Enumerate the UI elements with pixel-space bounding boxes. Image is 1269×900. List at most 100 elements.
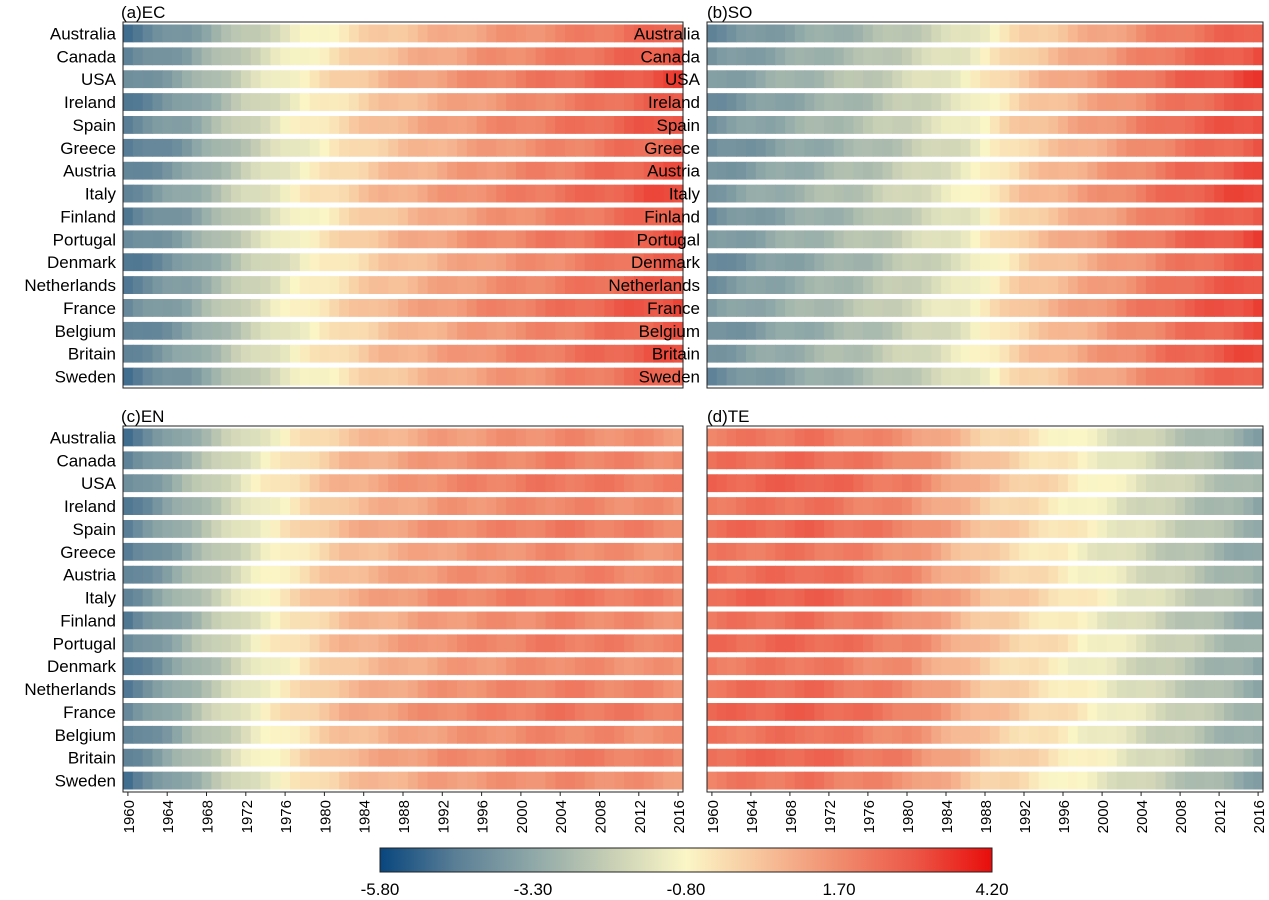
heat-cell — [348, 748, 360, 767]
heat-cell — [181, 321, 193, 340]
panel-border — [706, 21, 1264, 389]
heat-cell — [633, 428, 645, 447]
heat-cell — [1019, 771, 1030, 790]
heat-cell — [960, 253, 971, 272]
heat-cell — [633, 703, 645, 721]
heat-cell — [604, 253, 615, 272]
heat-cell — [594, 93, 605, 111]
heat-cell — [643, 184, 655, 203]
heat-cell — [319, 276, 330, 294]
heat-cell — [604, 299, 615, 317]
heat-cell — [437, 207, 448, 226]
heat-cell — [833, 344, 845, 363]
heat-cell — [407, 542, 419, 561]
heat-cell — [775, 680, 786, 698]
heat-cell — [814, 611, 825, 630]
heat-cell — [1009, 451, 1020, 470]
heat-cell — [211, 253, 222, 272]
heat-cell — [309, 344, 321, 363]
heat-cell — [231, 70, 242, 89]
heat-cell — [1184, 565, 1196, 584]
heat-cell — [707, 657, 718, 676]
heat-cell — [941, 24, 952, 43]
heat-cell — [142, 725, 154, 744]
heat-cell — [515, 474, 527, 493]
heat-cell — [260, 611, 271, 630]
heat-cell — [1028, 703, 1040, 721]
heat-cell — [1145, 116, 1157, 134]
heat-cell — [1214, 276, 1225, 294]
heat-cell — [584, 520, 596, 538]
country-label: France — [63, 299, 116, 318]
heat-cell — [427, 161, 438, 180]
heat-cell — [785, 276, 796, 294]
heat-cell — [358, 253, 370, 272]
heat-cell — [506, 367, 517, 386]
heat-cell — [902, 428, 913, 447]
heat-cell — [1194, 497, 1206, 515]
heat-cell — [1223, 161, 1235, 180]
heat-cell — [427, 588, 438, 607]
heat-cell — [1097, 657, 1108, 676]
heat-cell — [240, 93, 252, 111]
heat-cell — [486, 520, 497, 538]
heat-cell — [221, 611, 232, 630]
heat-cell — [1038, 276, 1049, 294]
heat-cell — [525, 70, 537, 89]
heat-cell — [1126, 428, 1137, 447]
heat-cell — [921, 542, 932, 561]
heat-cell — [358, 70, 370, 89]
heat-cell — [132, 474, 144, 493]
heat-cell — [1165, 451, 1176, 470]
heat-cell — [447, 680, 458, 698]
heat-cell — [843, 344, 854, 363]
heat-cell — [437, 93, 448, 111]
heat-cell — [941, 230, 952, 249]
heat-cell — [1184, 588, 1196, 607]
heat-cell — [1067, 451, 1079, 470]
heat-cell — [417, 253, 429, 272]
heat-cell — [1077, 748, 1089, 767]
heat-cell — [584, 344, 596, 363]
heat-cell — [833, 299, 845, 317]
heat-cell — [663, 588, 674, 607]
heat-cell — [921, 299, 932, 317]
heat-cell — [378, 344, 389, 363]
heat-cell — [181, 184, 193, 203]
heat-cell — [824, 657, 835, 676]
heat-cell — [594, 24, 605, 43]
heat-cell — [814, 542, 825, 561]
heat-cell — [447, 47, 458, 66]
heat-cell — [506, 680, 517, 698]
heat-cell — [1155, 138, 1167, 157]
heat-cell — [624, 497, 635, 515]
heat-cell — [142, 565, 154, 584]
heat-cell — [653, 657, 664, 676]
heat-cell — [348, 565, 360, 584]
heat-cell — [231, 771, 242, 790]
country-label: Greece — [60, 543, 116, 562]
heat-cell — [339, 138, 350, 157]
heat-cell — [755, 680, 767, 698]
heat-cell — [574, 748, 586, 767]
heat-cell — [309, 588, 321, 607]
heat-cell — [1243, 680, 1254, 698]
heat-cell — [1048, 680, 1059, 698]
heat-cell — [525, 428, 537, 447]
heat-cell — [614, 542, 625, 561]
heat-cell — [746, 657, 757, 676]
heat-cell — [1175, 47, 1186, 66]
heat-cell — [309, 116, 321, 134]
heat-cell — [447, 497, 458, 515]
heat-cell — [132, 771, 144, 790]
heat-cell — [201, 657, 213, 676]
heat-cell — [191, 657, 203, 676]
heat-cell — [931, 428, 942, 447]
heat-cell — [417, 138, 429, 157]
heat-cell — [1214, 497, 1225, 515]
heat-cell — [775, 520, 786, 538]
heat-cell — [624, 520, 635, 538]
heat-cell — [707, 428, 718, 447]
heat-cell — [545, 70, 556, 89]
heat-cell — [250, 520, 262, 538]
